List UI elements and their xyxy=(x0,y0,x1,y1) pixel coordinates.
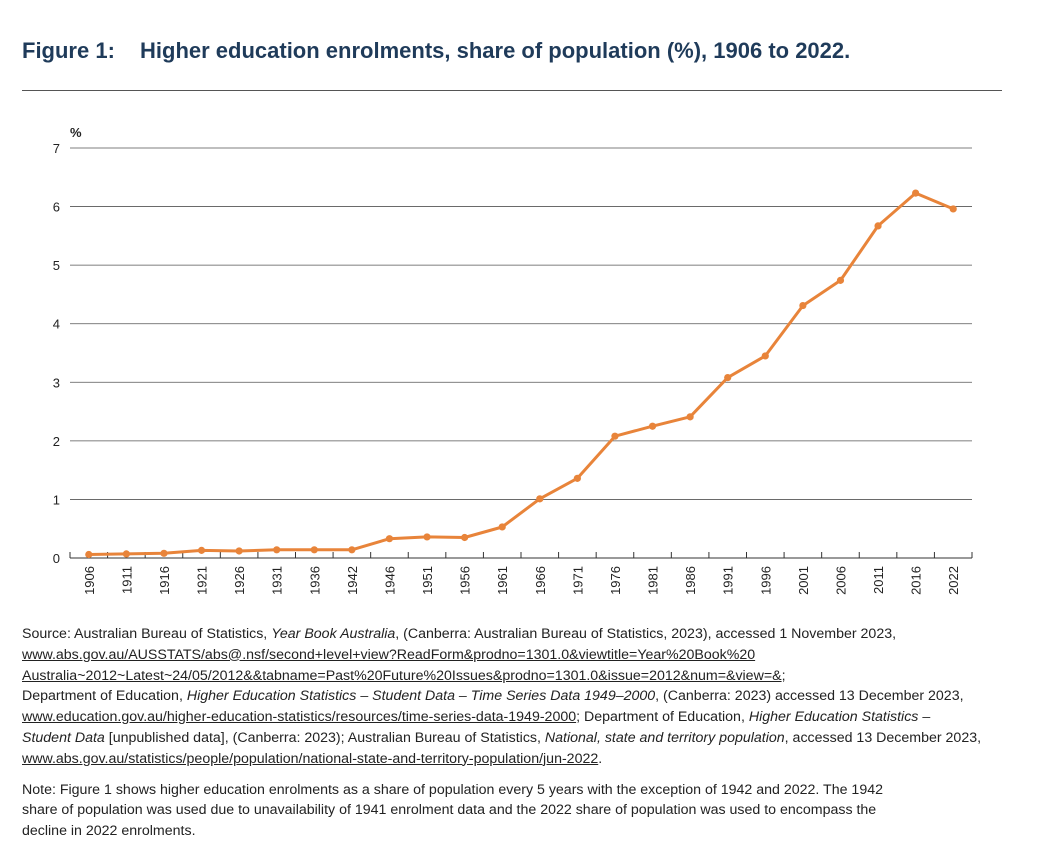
gridlines xyxy=(70,147,972,500)
data-point xyxy=(799,301,807,310)
x-tick-label: 1951 xyxy=(420,566,435,595)
x-tick-label: 1936 xyxy=(307,566,322,595)
x-tick-label: 2022 xyxy=(946,566,961,595)
x-tick-label: 1991 xyxy=(721,566,736,595)
source-link-3[interactable]: www.abs.gov.au/statistics/people/populat… xyxy=(22,750,599,767)
x-tick-label: 1921 xyxy=(195,566,210,595)
x-tick-label: 1966 xyxy=(533,566,548,595)
data-point xyxy=(686,413,694,421)
data-point xyxy=(122,550,130,558)
y-axis-label: % xyxy=(70,125,82,140)
data-point xyxy=(385,535,394,543)
y-tick-label: 3 xyxy=(53,375,60,390)
x-tick-label: 2006 xyxy=(833,566,848,595)
y-tick-label: 0 xyxy=(53,551,60,566)
x-tick-label: 1931 xyxy=(270,566,285,595)
y-tick-label: 2 xyxy=(53,434,60,449)
data-point xyxy=(611,432,619,440)
source-link-1[interactable]: www.abs.gov.au/AUSSTATS/abs@.nsf/second+… xyxy=(22,646,756,663)
series-lines xyxy=(88,191,954,556)
y-tick-label: 7 xyxy=(53,141,60,156)
data-point xyxy=(761,352,769,360)
y-tick-label: 5 xyxy=(53,258,60,273)
data-point xyxy=(461,533,469,542)
x-tick-label: 1911 xyxy=(119,566,134,594)
figure-title: Figure 1: Higher education enrolments, sh… xyxy=(22,38,850,64)
data-point xyxy=(573,474,581,482)
x-tick-label: 2001 xyxy=(796,566,811,595)
x-tick-label: 1956 xyxy=(458,566,473,595)
data-point xyxy=(836,276,845,284)
source-text: Source: Australian Bureau of Statistics,… xyxy=(22,626,982,767)
x-tick-label: 2016 xyxy=(909,566,924,595)
x-tick-label: 1981 xyxy=(646,566,661,595)
y-tick-label: 4 xyxy=(53,317,60,332)
source-link-2[interactable]: www.education.gov.au/higher-education-st… xyxy=(22,709,577,726)
data-point xyxy=(235,547,243,555)
data-point xyxy=(912,189,920,197)
figure-label: Figure 1: xyxy=(22,38,115,63)
title-divider xyxy=(22,90,1002,91)
x-tick-label: 1986 xyxy=(683,566,698,595)
x-tick-label: 1906 xyxy=(82,566,97,595)
data-point xyxy=(949,205,957,213)
data-point xyxy=(348,546,356,554)
x-tick-label: 1971 xyxy=(570,566,585,595)
data-point xyxy=(197,546,206,554)
series-line xyxy=(88,191,954,556)
data-point xyxy=(874,222,882,230)
data-point xyxy=(160,549,168,557)
data-point xyxy=(536,495,544,503)
data-point xyxy=(310,546,318,554)
data-point xyxy=(724,374,732,382)
x-tick-label: 1946 xyxy=(382,566,397,595)
x-axis: 1906 1911 1916 1921 1926 1931 1936 1942 1946 1951… xyxy=(69,552,973,595)
source-notes: Source: Australian Bureau of Statistics,… xyxy=(22,624,1032,842)
y-tick-label: 6 xyxy=(53,200,60,215)
y-axis: % 0 1 2 3 4 5 6 7 xyxy=(53,125,82,566)
data-point xyxy=(85,550,93,559)
x-tick-label: 1961 xyxy=(495,566,510,595)
data-point xyxy=(273,546,281,554)
x-tick-label: 1976 xyxy=(608,566,623,595)
figure-title-text: Higher education enrolments, share of po… xyxy=(140,38,851,63)
data-point xyxy=(423,533,431,541)
data-points xyxy=(85,189,957,559)
source-link-1-cont[interactable]: Australia~2012~Latest~24/05/2012&&tabnam… xyxy=(22,667,782,684)
x-tick-label: 1996 xyxy=(758,566,773,595)
x-tick-label: 1916 xyxy=(157,566,172,595)
y-tick-label: 1 xyxy=(53,492,60,507)
x-tick-label: 1926 xyxy=(232,566,247,595)
data-point xyxy=(498,523,506,531)
data-point xyxy=(648,422,657,430)
note-text: Note: Figure 1 shows higher education en… xyxy=(22,781,883,840)
x-tick-label: 1942 xyxy=(345,566,360,595)
x-tick-label: 2011 xyxy=(871,566,886,594)
